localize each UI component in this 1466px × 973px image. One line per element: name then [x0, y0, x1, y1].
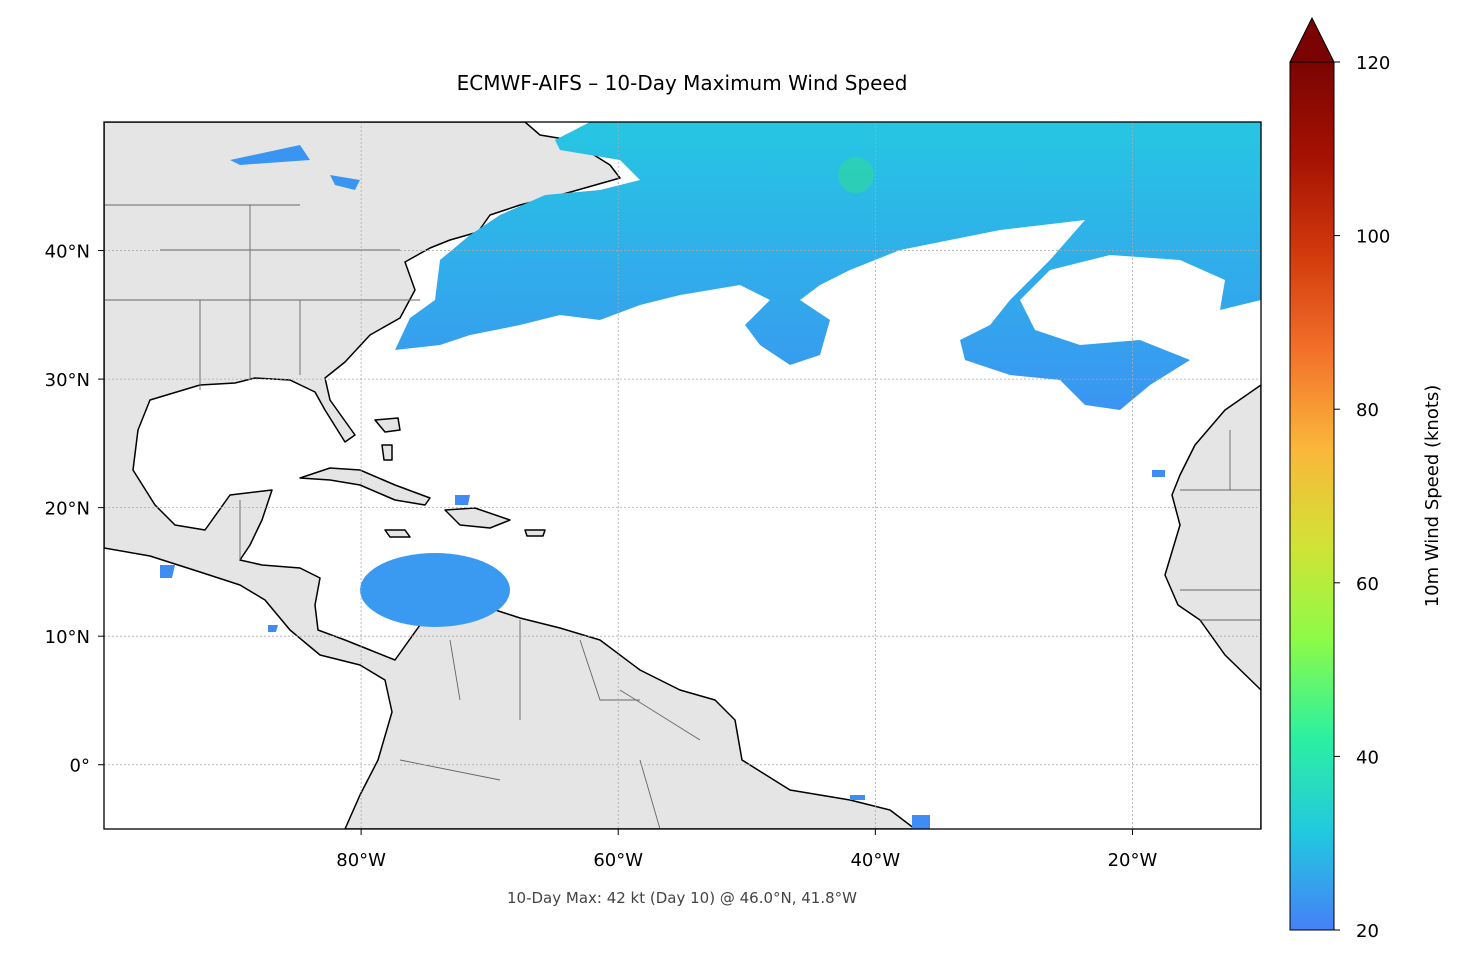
colorbar-tick-label: 40 [1356, 747, 1379, 768]
colorbar-extend [1289, 16, 1335, 63]
y-tick-label: 10°N [45, 627, 90, 648]
map-frame [103, 121, 1262, 830]
x-tick-label: 80°W [336, 850, 386, 871]
y-tick-label: 0° [70, 756, 90, 777]
y-tick-label: 20°N [45, 499, 90, 520]
borders [104, 204, 1261, 829]
colorbar-tick-label: 20 [1356, 921, 1379, 942]
y-tick-label: 40°N [45, 242, 90, 263]
puerto-rico [524, 529, 546, 537]
colorbar-tick-label: 60 [1356, 574, 1379, 595]
y-tick-label: 30°N [45, 370, 90, 391]
colorbar-tick-label: 120 [1356, 53, 1390, 74]
x-tick-label: 20°W [1108, 850, 1158, 871]
chart-title: ECMWF-AIFS – 10-Day Maximum Wind Speed [457, 71, 908, 95]
x-tick-label: 60°W [593, 850, 643, 871]
grid [104, 122, 1261, 829]
colorbar: 20 40 60 80 100 120 [1289, 16, 1390, 942]
map [104, 122, 1261, 829]
colorbar-gradient [1289, 61, 1335, 931]
americas [104, 122, 916, 829]
colorbar-tick-label: 100 [1356, 227, 1390, 248]
cuba [299, 467, 431, 506]
x-tick-label: 40°W [850, 850, 900, 871]
wind-field [160, 122, 1261, 829]
colorbar-label: 10m Wind Speed (knots) [1422, 385, 1443, 608]
bahamas [374, 417, 401, 461]
hispaniola [444, 507, 511, 529]
jamaica [384, 529, 411, 538]
annotation: 10-Day Max: 42 kt (Day 10) @ 46.0°N, 41.… [507, 889, 857, 907]
africa [1164, 384, 1261, 829]
colorbar-tick-label: 80 [1356, 400, 1379, 421]
